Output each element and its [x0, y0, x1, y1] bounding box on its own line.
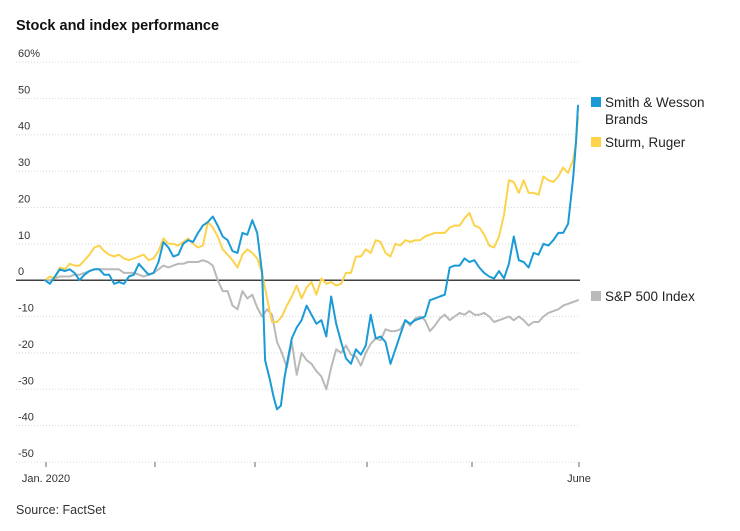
- y-tick-label: 10: [18, 230, 30, 242]
- y-tick-label: 0: [18, 266, 24, 278]
- y-tick-label: -20: [18, 339, 34, 351]
- x-tick-label: Jan. 2020: [22, 473, 70, 485]
- legend-label: S&P 500 Index: [605, 289, 695, 304]
- y-tick-label: -10: [18, 303, 34, 315]
- gridlines: [16, 61, 580, 463]
- y-tick-label: 60%: [18, 48, 40, 60]
- legend: Smith & Wesson Brands Sturm, Ruger S&P 500 …: [591, 95, 705, 304]
- y-tick-label: 40: [18, 121, 30, 133]
- y-axis-tick-labels: 60% 50 40 30 20 10 0 -10 -20 -30 -40 -50: [18, 48, 40, 460]
- legend-swatch: [591, 291, 601, 301]
- y-tick-label: -40: [18, 412, 34, 424]
- legend-label: Smith & Wesson: [605, 95, 705, 110]
- source-note: Source: FactSet: [16, 503, 106, 517]
- y-tick-label: 20: [18, 193, 30, 205]
- x-tick-label: June: [567, 473, 591, 485]
- y-tick-label: -30: [18, 375, 34, 387]
- chart-title: Stock and index performance: [16, 18, 220, 34]
- legend-label: Sturm, Ruger: [605, 135, 686, 150]
- y-tick-label: 30: [18, 157, 30, 169]
- legend-label: Brands: [605, 112, 648, 127]
- series-lines: [44, 104, 579, 411]
- series-line-smith-wesson-brands: [44, 104, 579, 411]
- x-axis: Jan. 2020 June: [22, 462, 591, 485]
- y-tick-label: 50: [18, 84, 30, 96]
- legend-swatch: [591, 97, 601, 107]
- series-line-sturm-ruger: [44, 115, 579, 323]
- series-line-s-p-500-index: [44, 259, 579, 391]
- y-tick-label: -50: [18, 448, 34, 460]
- legend-swatch: [591, 137, 601, 147]
